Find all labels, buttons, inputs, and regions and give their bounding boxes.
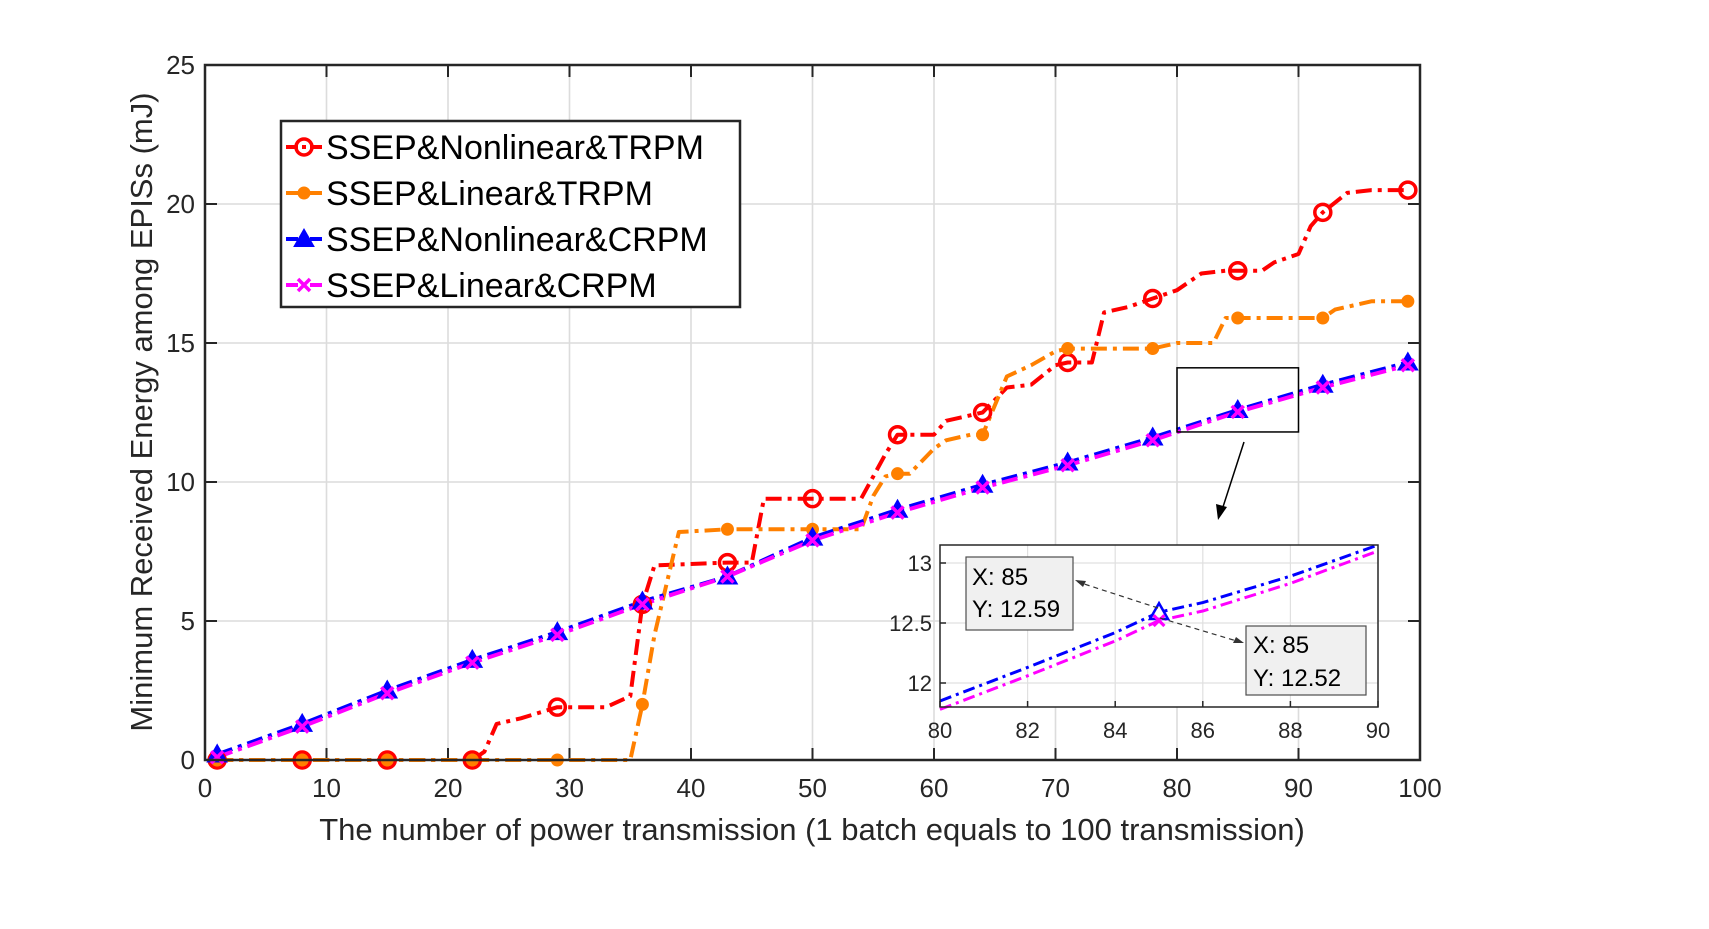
series-marker-1 [635,697,649,711]
y-tick-label: 10 [166,467,195,497]
inset-y-tick-label: 12 [908,671,932,696]
series-marker-0 [1228,260,1248,281]
zoom-arrow [1216,441,1245,520]
inset-x-tick-label: 90 [1366,718,1390,743]
main-plot-frame [203,63,1422,762]
series-marker-1 [1231,311,1245,325]
series-marker-3 [890,505,905,520]
datatip-blue-y: Y: 12.59 [972,596,1060,623]
x-tick-label: 0 [198,773,212,803]
inset-datatip-point-1 [1152,614,1166,628]
legend-label-2: SSEP&Nonlinear&CRPM [326,221,708,259]
datatip-blue-x: X: 85 [972,564,1028,591]
series-marker-3 [294,719,310,734]
x-tick-label: 40 [677,773,706,803]
y-tick-label: 5 [181,606,195,636]
series-line-0 [217,188,1408,762]
x-tick-label: 80 [1163,773,1192,803]
x-tick-label: 90 [1284,773,1313,803]
series-marker-0 [972,402,993,423]
x-tick-label: 30 [555,773,584,803]
legend-label-0: SSEP&Nonlinear&TRPM [326,129,704,167]
y-tick-label: 15 [166,328,195,358]
series-marker-0 [887,424,908,445]
inset-x-tick-label: 80 [928,718,952,743]
series-line-1 [217,299,1408,762]
x-tick-label: 70 [1041,773,1070,803]
x-tick-label: 100 [1398,773,1441,803]
legend: SSEP&Nonlinear&TRPM SSEP&Linear&TRPM SSEP&… [279,119,742,309]
datatip-blue[interactable]: X: 85 Y: 12.59 [965,556,1074,631]
y-tick-label: 0 [181,745,195,775]
x-tick-label: 20 [434,773,463,803]
series-marker-0 [802,488,823,509]
series-marker-3 [1400,358,1416,373]
legend-marker-2 [293,227,315,247]
legend-box [279,119,742,309]
series-marker-3 [720,569,735,584]
series-marker-1 [1061,342,1075,356]
series-marker-3 [1230,404,1245,420]
inset-x-tick-label: 82 [1015,718,1039,743]
series-marker-0 [1142,288,1163,309]
inset-axis-ticks: 80 82 84 86 88 90 12 12.5 13 [889,551,1390,743]
inset-x-tick-label: 88 [1278,718,1302,743]
series-marker-1 [720,522,734,536]
x-tick-label: 60 [920,773,949,803]
series-marker-3 [380,686,395,701]
series-marker-0 [1398,180,1418,200]
x-axis-label: The number of power transmission (1 batc… [319,812,1305,847]
series-marker-1 [1146,342,1160,356]
legend-label-1: SSEP&Linear&TRPM [326,175,653,213]
inset-plot: 80 82 84 86 88 90 12 12.5 13 X: 85 Y: 12.59 X: 8… [889,543,1390,743]
series-marker-3 [550,627,565,643]
series-marker-1 [976,428,990,442]
series-marker-3 [805,533,820,548]
series-marker-1 [1401,294,1415,308]
zoom-region-box [1176,367,1300,433]
series-marker-3 [975,480,990,495]
legend-marker-1 [297,186,311,200]
y-tick-label: 20 [166,189,195,219]
x-tick-label: 10 [312,773,341,803]
inset-y-tick-label: 13 [908,551,932,576]
legend-marker-0 [294,137,314,157]
series-marker-1 [891,467,905,481]
series-marker-3 [465,655,480,670]
datatip-magenta-arrowhead [1233,637,1244,643]
datatip-magenta-x: X: 85 [1253,632,1309,659]
inset-datatip-markers [1147,600,1171,628]
series-marker-0 [547,697,568,717]
y-axis-label: Minimum Received Energy among EPISs (mJ) [124,92,159,731]
datatip-magenta-y: Y: 12.52 [1253,665,1341,692]
series-marker-0 [1313,202,1333,223]
datatip-magenta-connector [1159,617,1241,643]
y-tick-label: 25 [166,50,195,80]
datatip-magenta[interactable]: X: 85 Y: 12.52 [1245,625,1367,696]
series-line-2 [216,360,1409,757]
inset-x-tick-label: 84 [1103,718,1127,743]
inset-y-tick-label: 12.5 [889,611,932,636]
series-marker-1 [1316,311,1330,325]
datatip-blue-arrowhead [1075,580,1086,587]
legend-label-3: SSEP&Linear&CRPM [326,267,657,305]
series-marker-3 [635,597,650,612]
series-marker-3 [1315,380,1331,395]
inset-x-tick-label: 86 [1191,718,1215,743]
legend-marker-3 [296,277,312,293]
series-marker-3 [1060,458,1075,473]
x-tick-label: 50 [798,773,827,803]
inset-frame [939,544,1379,708]
series-marker-3 [1145,433,1160,448]
